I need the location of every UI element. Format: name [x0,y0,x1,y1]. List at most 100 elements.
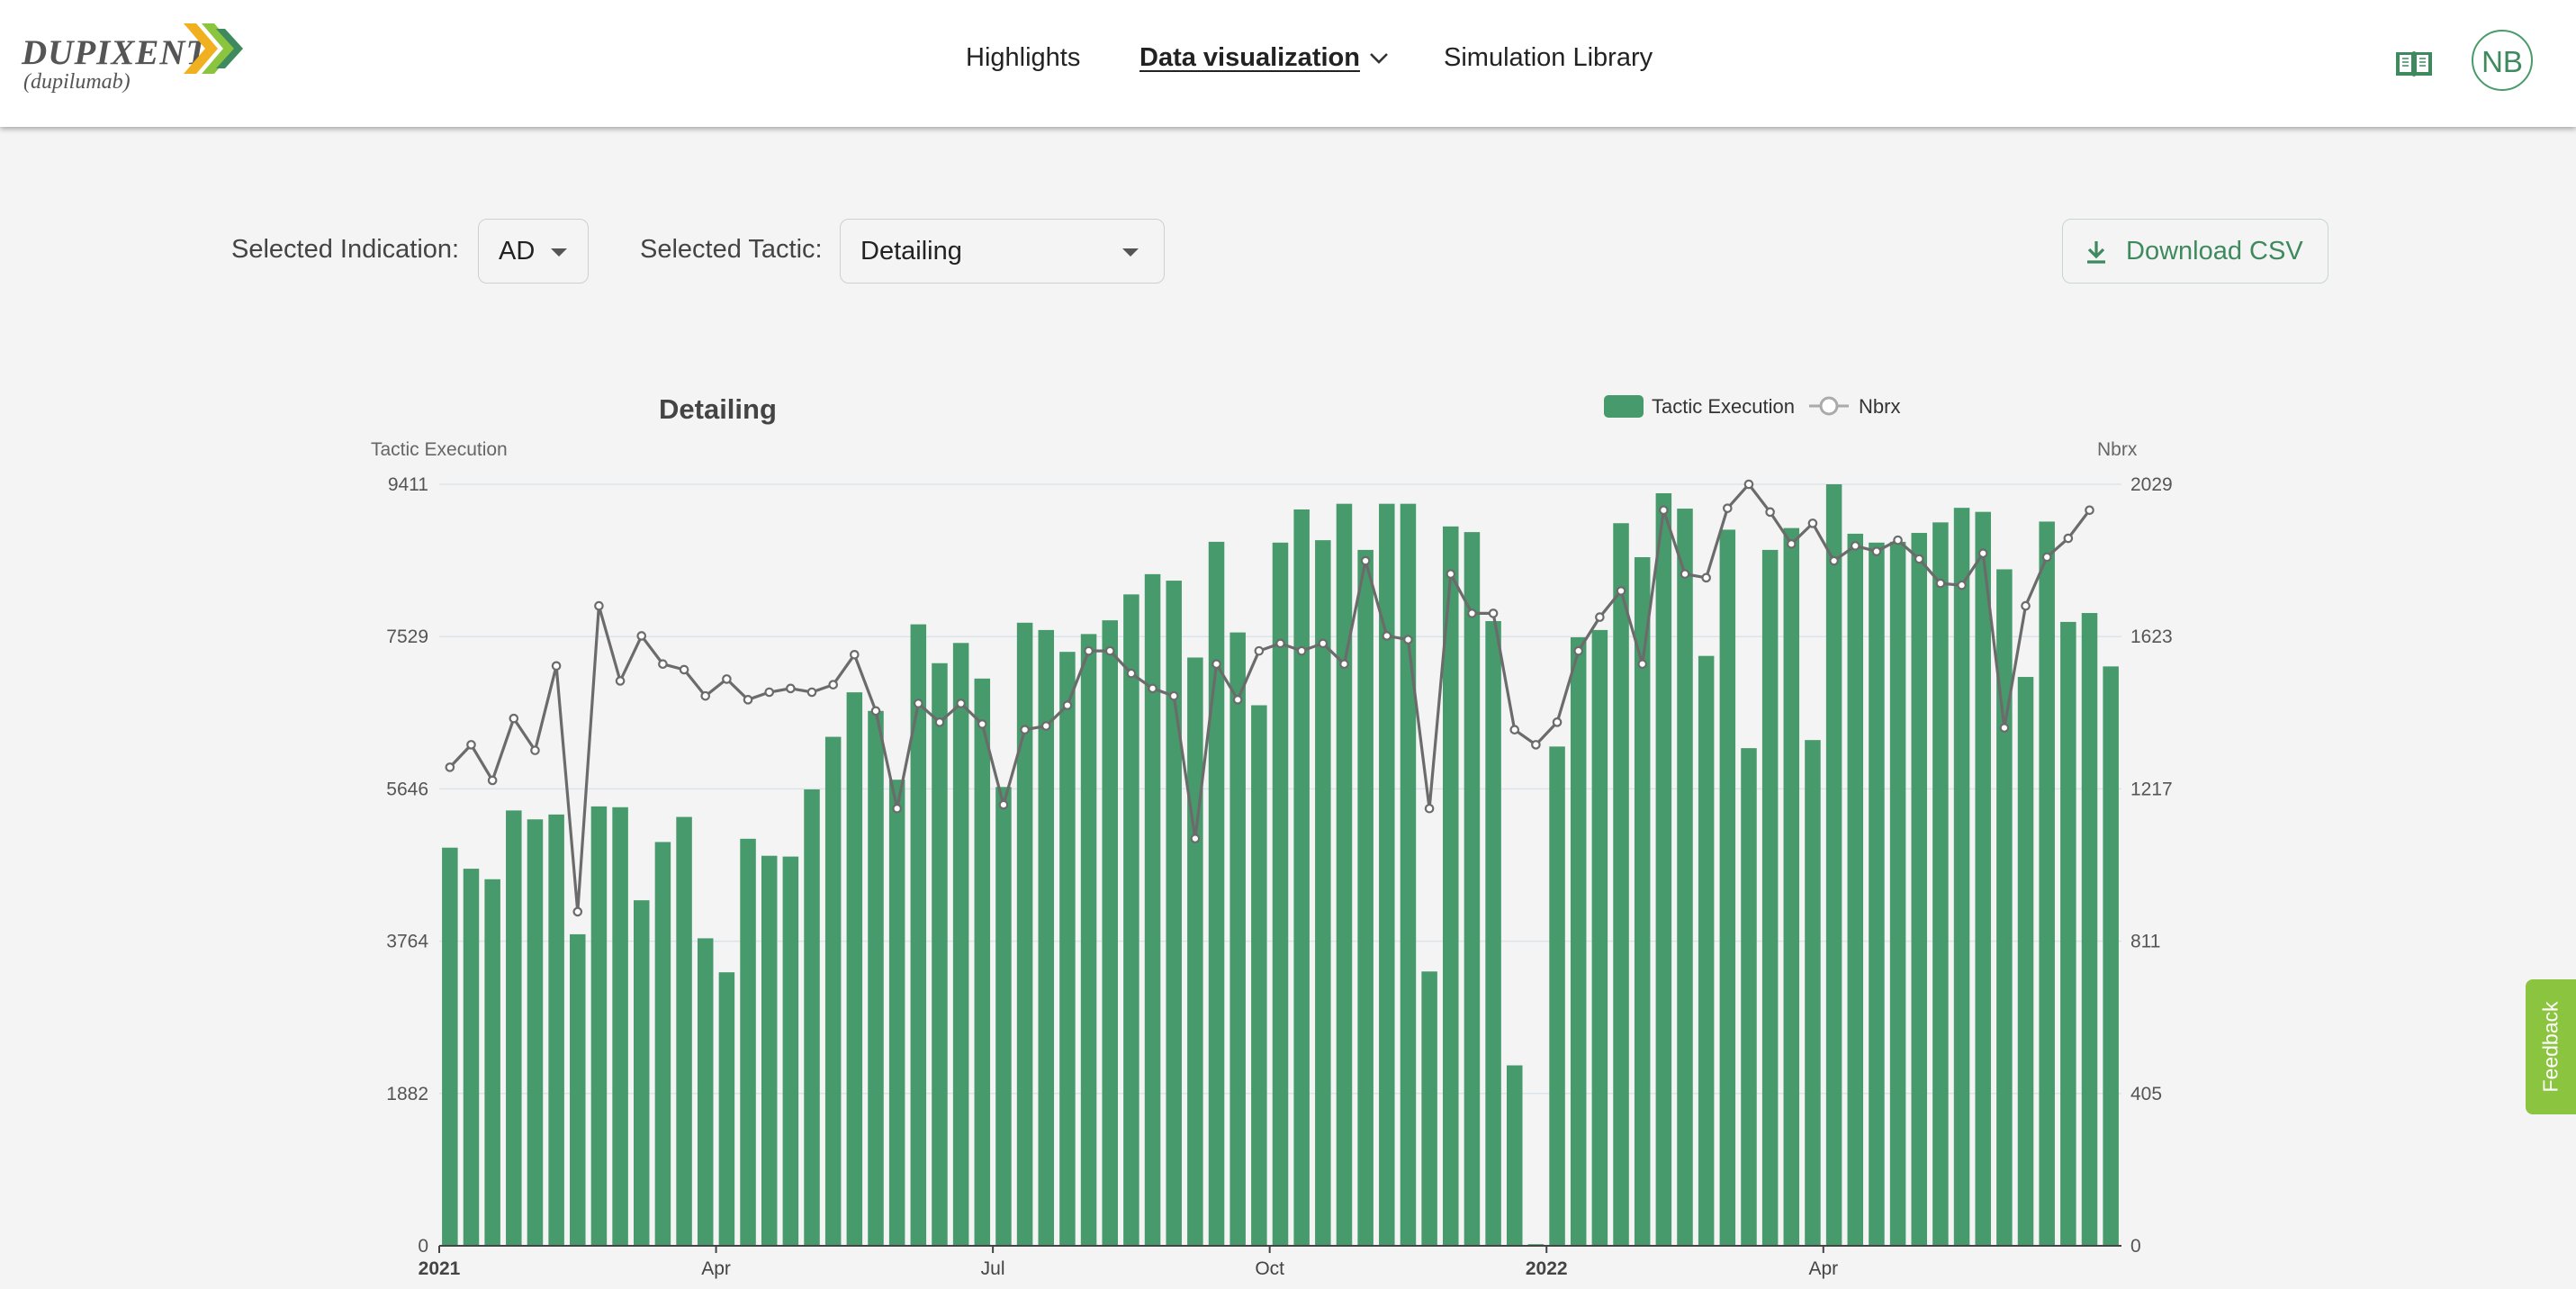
nbrx-point[interactable] [530,745,540,755]
bar-tactic-execution[interactable] [697,938,714,1246]
bar-tactic-execution[interactable] [2017,677,2034,1246]
nbrx-point[interactable] [998,799,1009,810]
bar-tactic-execution[interactable] [1464,532,1481,1246]
bar-tactic-execution[interactable] [1506,1065,1523,1246]
bar-tactic-execution[interactable] [1741,748,1757,1246]
nbrx-point[interactable] [1616,586,1626,596]
feedback-tab[interactable]: Feedback [2526,979,2576,1114]
brand-logo[interactable]: DUPIXENT (dupilumab) [20,20,254,101]
bar-tactic-execution[interactable] [1698,655,1715,1246]
legend-label-nbrx[interactable]: Nbrx [1859,395,1900,418]
nbrx-point[interactable] [487,775,498,786]
bar-tactic-execution[interactable] [1144,573,1161,1246]
nbrx-point[interactable] [1467,608,1477,618]
nbrx-point[interactable] [1829,555,1839,566]
nbrx-point[interactable] [1893,535,1903,545]
bar-tactic-execution[interactable] [974,678,991,1246]
bar-tactic-execution[interactable] [484,879,500,1246]
nbrx-point[interactable] [1637,659,1647,670]
nbrx-point[interactable] [956,699,966,708]
nbrx-point[interactable] [764,687,775,698]
bar-tactic-execution[interactable] [654,842,671,1246]
bar-tactic-execution[interactable] [1825,484,1842,1246]
bar-tactic-execution[interactable] [761,855,778,1246]
nbrx-point[interactable] [1190,834,1201,843]
bar-tactic-execution[interactable] [1421,971,1437,1246]
nav-simulation-library[interactable]: Simulation Library [1444,43,1653,72]
book-icon[interactable] [2394,47,2434,79]
nbrx-point[interactable] [445,762,455,772]
bar-tactic-execution[interactable] [1549,746,1565,1246]
nbrx-point[interactable] [722,674,732,684]
nbrx-point[interactable] [1595,612,1605,622]
indication-select[interactable]: AD [478,219,589,284]
tactic-select[interactable]: Detailing [840,219,1165,284]
bar-tactic-execution[interactable] [1293,509,1310,1246]
bar-tactic-execution[interactable] [846,692,863,1246]
nbrx-point[interactable] [1957,580,1967,590]
bar-tactic-execution[interactable] [2103,666,2119,1246]
bar-tactic-execution[interactable] [1336,503,1353,1246]
bar-tactic-execution[interactable] [548,814,564,1246]
bar-tactic-execution[interactable] [1847,533,1864,1246]
nbrx-point[interactable] [572,906,583,917]
bar-tactic-execution[interactable] [1932,522,1949,1246]
bar-tactic-execution[interactable] [612,807,628,1246]
nbrx-point[interactable] [1275,638,1285,649]
bar-tactic-execution[interactable] [1080,634,1097,1246]
nbrx-point[interactable] [658,659,668,670]
bar-tactic-execution[interactable] [1975,511,1991,1246]
nbrx-point[interactable] [2041,552,2052,563]
nbrx-point[interactable] [1254,645,1265,656]
bar-tactic-execution[interactable] [740,838,756,1246]
bar-tactic-execution[interactable] [1379,503,1395,1246]
bar-tactic-execution[interactable] [1911,533,1928,1246]
nbrx-point[interactable] [1339,659,1349,670]
nbrx-point[interactable] [1040,721,1051,731]
nbrx-point[interactable] [2063,533,2074,544]
nbrx-point[interactable] [615,676,626,686]
nav-highlights[interactable]: Highlights [966,43,1081,72]
nbrx-point[interactable] [1062,700,1073,710]
bar-tactic-execution[interactable] [910,624,927,1246]
nbrx-point[interactable] [828,680,838,690]
bar-tactic-execution[interactable] [718,972,735,1246]
nbrx-point[interactable] [1211,659,1221,670]
bar-tactic-execution[interactable] [1805,740,1821,1246]
nbrx-point[interactable] [1807,518,1818,528]
bar-tactic-execution[interactable] [1443,526,1459,1246]
nbrx-point[interactable] [1509,725,1520,735]
nav-data-visualization[interactable]: Data visualization [1139,43,1389,73]
nbrx-point[interactable] [1935,578,1946,589]
nbrx-point[interactable] [466,740,476,750]
nbrx-point[interactable] [1977,548,1988,559]
bar-tactic-execution[interactable] [1655,492,1672,1246]
bar-tactic-execution[interactable] [952,643,969,1246]
nbrx-point[interactable] [1573,645,1584,656]
bar-tactic-execution[interactable] [1102,620,1118,1246]
bar-tactic-execution[interactable] [1038,629,1055,1246]
nbrx-point[interactable] [743,695,753,705]
nbrx-point[interactable] [977,719,987,729]
nbrx-point[interactable] [1723,503,1733,513]
nbrx-point[interactable] [1531,740,1541,750]
nbrx-point[interactable] [786,683,796,694]
nbrx-point[interactable] [1126,668,1137,679]
bar-tactic-execution[interactable] [1485,621,1501,1246]
bar-tactic-execution[interactable] [888,780,905,1246]
bar-tactic-execution[interactable] [1123,594,1139,1246]
bar-tactic-execution[interactable] [1889,541,1906,1246]
bar-tactic-execution[interactable] [1251,705,1267,1246]
bar-tactic-execution[interactable] [1591,629,1608,1246]
bar-tactic-execution[interactable] [1719,529,1736,1246]
bar-tactic-execution[interactable] [868,710,884,1246]
nbrx-point[interactable] [594,600,604,611]
bar-tactic-execution[interactable] [1208,541,1225,1246]
nbrx-point[interactable] [1743,479,1754,490]
nbrx-point[interactable] [870,706,881,717]
bar-tactic-execution[interactable] [1953,508,1970,1246]
nbrx-point[interactable] [1360,555,1371,566]
nbrx-point[interactable] [1148,683,1157,694]
nbrx-point[interactable] [636,631,647,641]
nbrx-point[interactable] [1786,538,1797,549]
